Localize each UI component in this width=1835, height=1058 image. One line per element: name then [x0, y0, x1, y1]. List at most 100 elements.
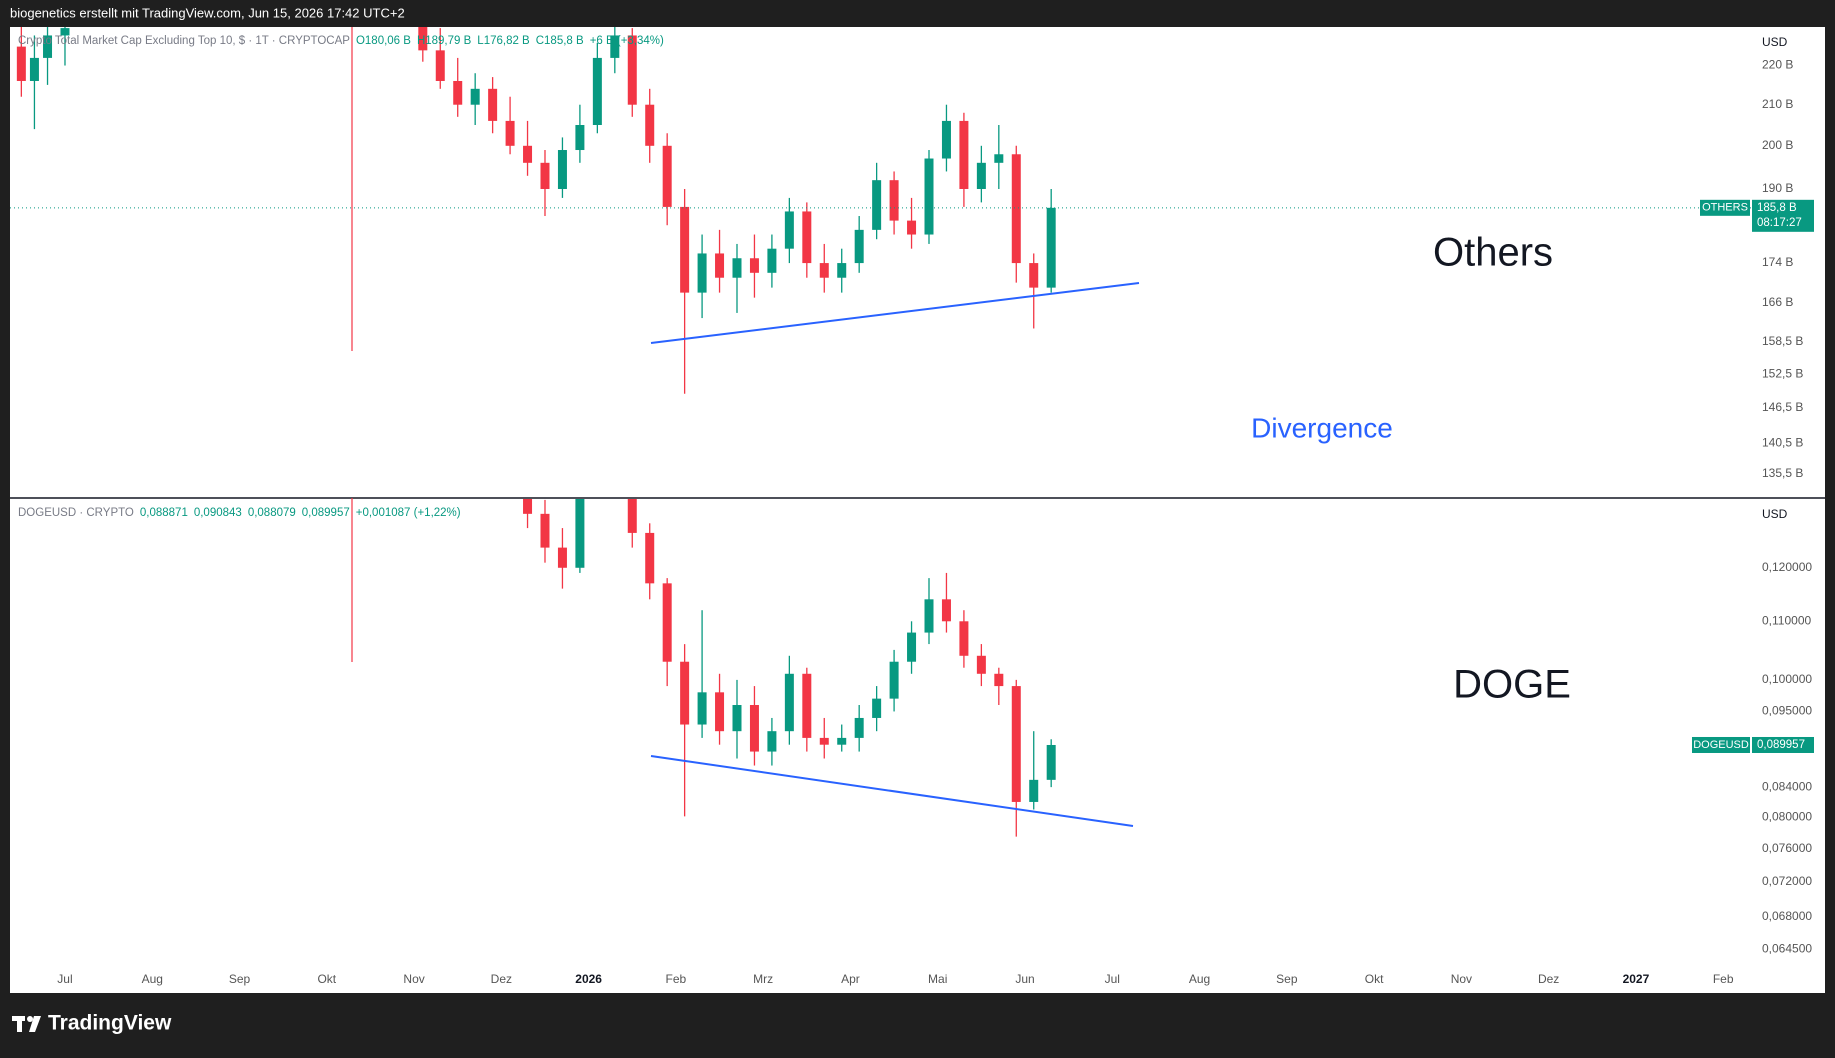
- candle-body: [697, 692, 707, 725]
- annotation: Divergence: [1251, 412, 1393, 443]
- legend-high: H189,79 B: [417, 35, 472, 47]
- x-tick-label: Jul: [57, 972, 72, 986]
- candle-body: [749, 705, 759, 752]
- candle-body: [907, 220, 917, 235]
- candle-body: [872, 180, 882, 230]
- candles: [523, 499, 1056, 837]
- price-tag-name-box: [1700, 199, 1750, 216]
- legend-title: Crypto Total Market Cap Excluding Top 10…: [18, 35, 350, 47]
- price-tag-box: [1752, 736, 1814, 753]
- candle-body: [453, 80, 463, 105]
- y-tick-label: 135,5 B: [1762, 466, 1803, 480]
- y-tick-label: 220 B: [1762, 58, 1793, 72]
- candle-body: [784, 673, 794, 732]
- candle-body: [854, 229, 864, 264]
- candle-body: [592, 57, 602, 126]
- y-tick-label: 158,5 B: [1762, 334, 1803, 348]
- candle-body: [837, 737, 847, 745]
- candle-body: [924, 599, 934, 633]
- candle-body: [505, 120, 515, 146]
- x-tick-label: 2026: [575, 972, 602, 986]
- x-tick-label: Dez: [491, 972, 512, 986]
- annotation: Others: [1433, 231, 1553, 275]
- y-tick-label: 200 B: [1762, 138, 1793, 152]
- candle-body: [1029, 779, 1039, 802]
- x-tick-label: Aug: [142, 972, 163, 986]
- y-tick-label: 174 B: [1762, 255, 1793, 269]
- candle-body: [1029, 263, 1039, 288]
- y-tick-label: 0,095000: [1762, 704, 1812, 718]
- currency-label: USD: [1762, 35, 1788, 49]
- candle-body: [959, 621, 969, 656]
- candle-body: [557, 547, 567, 568]
- candle-body: [907, 632, 917, 662]
- price-tag-box: [1752, 199, 1814, 232]
- trend-line: [650, 282, 1140, 344]
- x-tick-label: Okt: [317, 972, 336, 986]
- footer-logo: [12, 1016, 41, 1032]
- candle-body: [43, 35, 53, 58]
- x-tick-label: Sep: [1276, 972, 1298, 986]
- x-tick-label: Okt: [1365, 972, 1384, 986]
- candle-body: [749, 258, 759, 273]
- currency-label: USD: [1762, 507, 1788, 521]
- legend-low: L176,82 B: [477, 35, 530, 47]
- footer-brand: TradingView: [48, 1012, 172, 1035]
- y-tick-label: 0,084000: [1762, 779, 1812, 793]
- candle-body: [557, 150, 567, 189]
- candle-body: [819, 263, 829, 278]
- y-tick-label: 0,100000: [1762, 672, 1812, 686]
- candle-body: [435, 50, 445, 81]
- x-tick-label: Jun: [1015, 972, 1034, 986]
- candle-body: [767, 248, 777, 273]
- candle-body: [784, 211, 794, 249]
- legend-low: 0,088079: [248, 507, 296, 519]
- candle-body: [941, 120, 951, 159]
- chart-layer: Jul Aug Sep Okt Nov Dez 2026 Feb Mrz Apr Mai Jun Jul…: [10, 27, 1814, 986]
- candle-body: [523, 145, 533, 163]
- candle-body: [662, 583, 672, 662]
- header-text: biogenetics erstellt mit TradingView.com…: [10, 5, 405, 20]
- candle-body: [418, 27, 428, 51]
- candle-body: [924, 158, 934, 235]
- legend-title: DOGEUSD · CRYPTO: [18, 507, 134, 519]
- trend-line: [650, 755, 1134, 827]
- y-tick-label: 152,5 B: [1762, 366, 1803, 380]
- price-tag-name: OTHERS: [1702, 202, 1748, 214]
- candle-body: [889, 661, 899, 699]
- candle-body: [959, 120, 969, 189]
- legend-close: 0,089957: [302, 507, 350, 519]
- candle-body: [627, 499, 637, 533]
- candle-body: [976, 655, 986, 674]
- candle-body: [994, 154, 1004, 163]
- x-tick-label: Nov: [1451, 972, 1472, 986]
- candle-body: [802, 211, 812, 264]
- y-tick-label: 140,5 B: [1762, 435, 1803, 449]
- price-tag-value: 185,8 B: [1757, 202, 1797, 214]
- candle-body: [16, 46, 26, 81]
- candle-body: [1046, 207, 1056, 288]
- x-tick-label: Dez: [1538, 972, 1559, 986]
- candle-body: [575, 125, 585, 151]
- candle-body: [819, 737, 829, 745]
- y-tick-label: 0,110000: [1762, 613, 1811, 627]
- candle-body: [540, 513, 550, 548]
- legend-high: 0,090843: [194, 507, 242, 519]
- y-tick-label: 210 B: [1762, 97, 1793, 111]
- y-tick-label: 0,080000: [1762, 809, 1812, 823]
- candle-body: [732, 258, 742, 278]
- candle-body: [697, 253, 707, 293]
- y-tick-label: 190 B: [1762, 181, 1793, 195]
- annotation: DOGE: [1453, 663, 1571, 707]
- candle-body: [470, 88, 480, 105]
- candle-body: [715, 253, 725, 278]
- candle-body: [994, 673, 1004, 687]
- candle-body: [715, 692, 725, 732]
- candle-body: [523, 499, 533, 514]
- candle-body: [1046, 744, 1056, 780]
- candle-body: [680, 206, 690, 293]
- x-tick-label: Feb: [666, 972, 687, 986]
- x-tick-label: Sep: [229, 972, 251, 986]
- candle-body: [60, 28, 70, 36]
- x-tick-label: Aug: [1189, 972, 1210, 986]
